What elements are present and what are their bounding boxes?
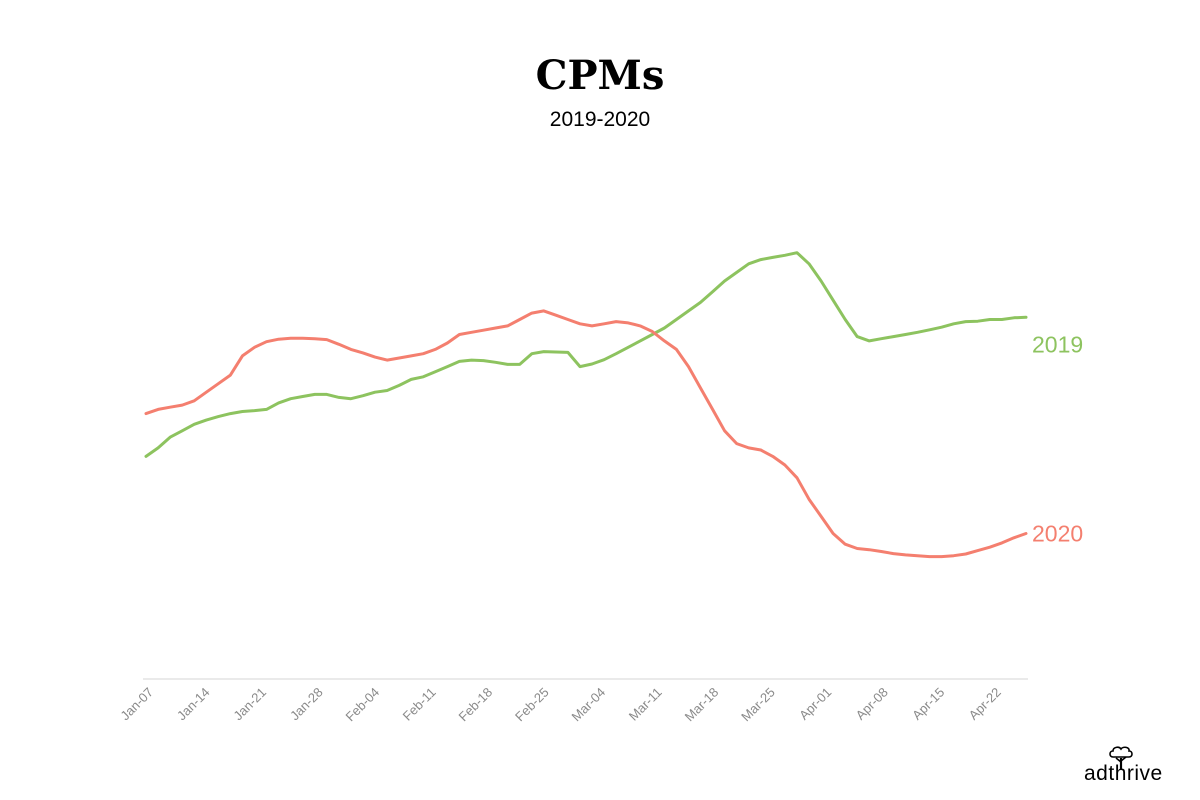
- series-label-2019: 2019: [1032, 331, 1083, 357]
- x-tick-label: Feb-11: [400, 685, 439, 724]
- x-tick-label: Mar-04: [569, 685, 609, 725]
- x-tick-label: Jan-14: [174, 685, 213, 724]
- x-tick-label: Mar-18: [682, 685, 722, 725]
- series-label-2020: 2020: [1032, 520, 1083, 546]
- series-lines: [144, 251, 1028, 559]
- series-line-2020: [144, 309, 1028, 559]
- x-tick-label: Feb-18: [455, 685, 495, 725]
- brand-logo: adthrive: [1084, 746, 1180, 786]
- x-tick-label: Apr-22: [966, 685, 1004, 723]
- x-axis-ticks: Jan-07 Jan-14 Jan-21 Jan-28 Feb-04 Feb-11 Feb-…: [117, 685, 1003, 725]
- tree-icon: [1109, 746, 1133, 770]
- x-tick-label: Feb-25: [512, 685, 552, 725]
- x-tick-label: Apr-01: [796, 685, 834, 723]
- x-tick-label: Jan-28: [287, 685, 326, 724]
- chart-subtitle: 2019-2020: [549, 108, 651, 131]
- chart-title: CPMs: [535, 52, 665, 99]
- x-tick-label: Apr-15: [909, 685, 947, 723]
- series-line-2019: [144, 251, 1028, 458]
- x-tick-label: Jan-21: [230, 685, 269, 724]
- x-tick-label: Jan-07: [117, 685, 156, 724]
- x-tick-label: Feb-04: [342, 685, 382, 725]
- x-tick-label: Apr-08: [853, 685, 891, 723]
- x-tick-label: Mar-25: [738, 685, 778, 725]
- x-tick-label: Mar-11: [626, 685, 665, 724]
- series-labels: 2019 2020: [1032, 331, 1083, 546]
- brand-logo-text: adthrive: [1084, 762, 1163, 785]
